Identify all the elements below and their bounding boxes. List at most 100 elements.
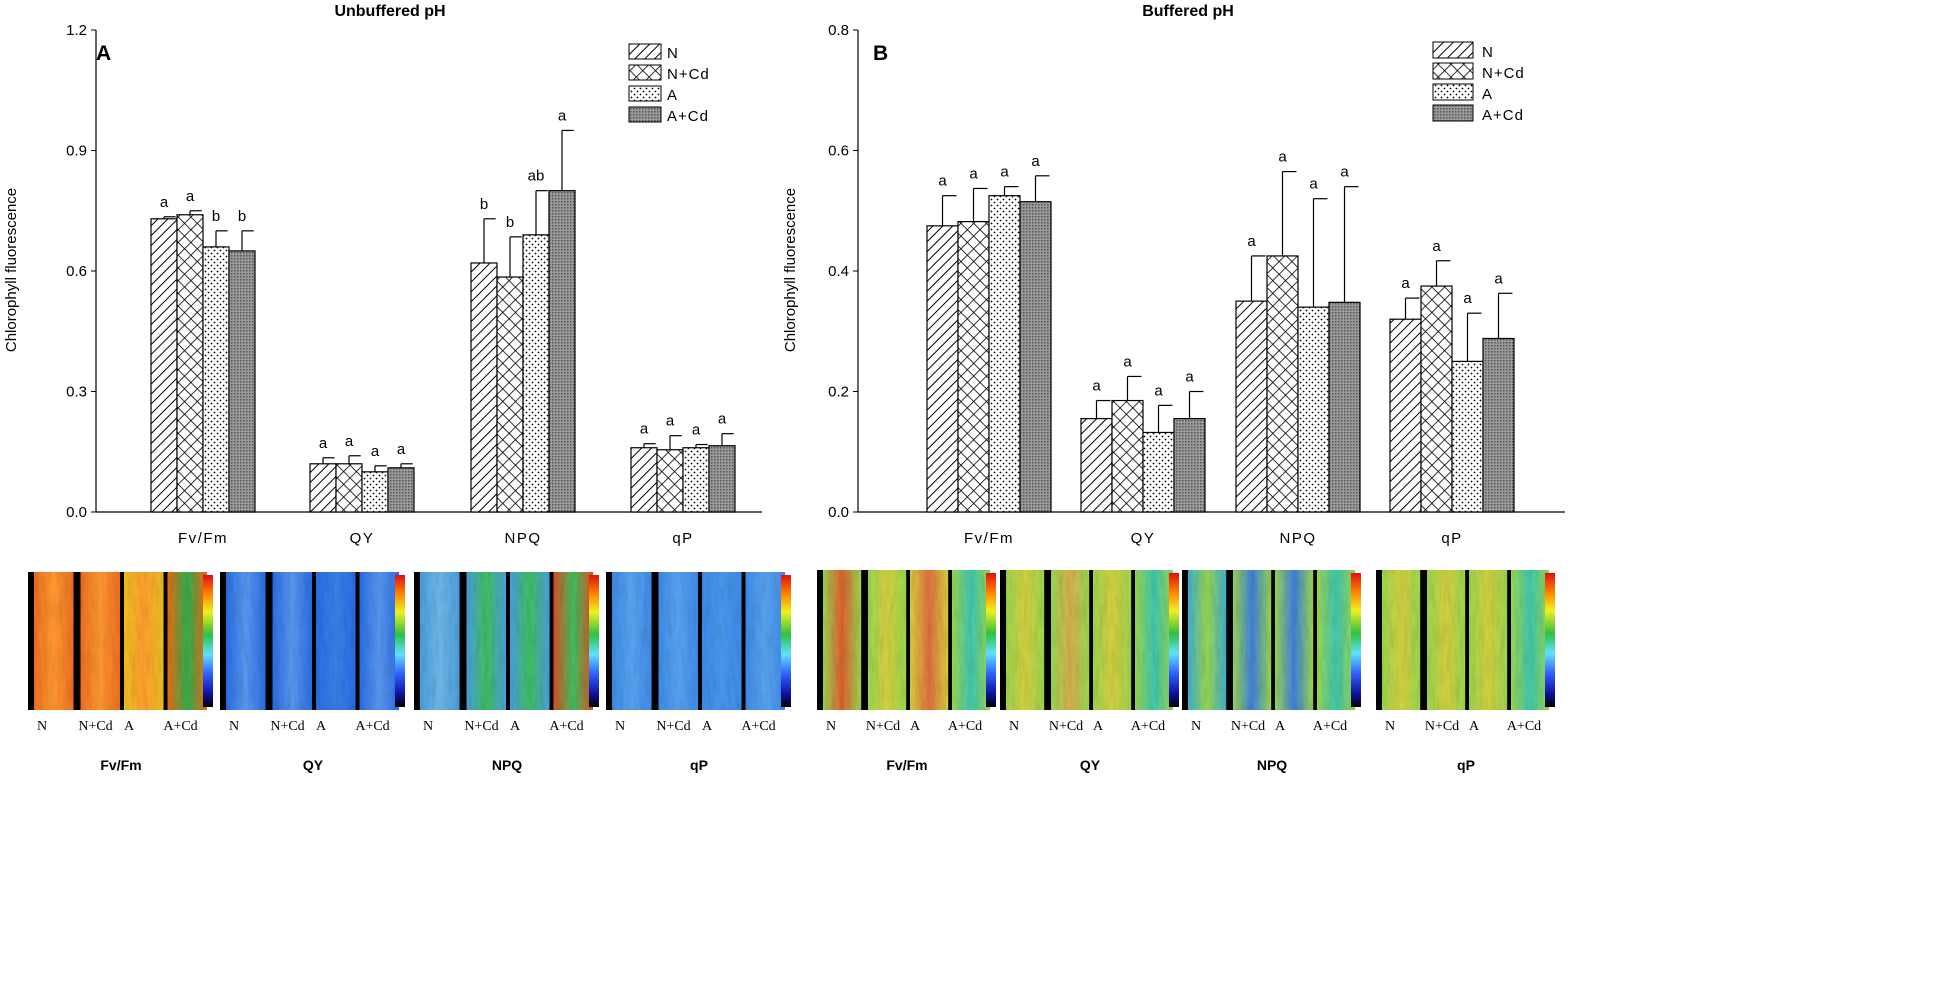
color-scale-bar [203,575,213,707]
significance-letter: b [212,208,220,225]
significance-letter: a [1000,164,1009,181]
image-column-label: A+Cd [355,719,389,734]
significance-letter: a [1092,378,1101,395]
leaf-strip [124,572,164,710]
y-tick-label: 0.9 [66,143,87,160]
bar [1482,337,1515,513]
image-column-label: N [229,719,239,734]
significance-letter: ab [528,168,545,185]
significance-letter: a [319,435,328,452]
significance-letter: a [558,107,567,124]
leaf-strip [952,570,991,710]
fluorescence-image-A-0: N N+Cd A A+Cd Fv/Fm [28,572,213,773]
significance-letter: b [238,208,246,225]
y-tick-label: 0.6 [66,263,87,280]
bar [1142,431,1175,513]
image-column-label: A+Cd [1507,719,1541,734]
leaf-strip [510,572,550,710]
legend-swatch [628,85,662,102]
bar [496,276,524,513]
image-column-label: A+Cd [163,719,197,734]
significance-letter: b [506,214,514,231]
image-column-label: A [510,719,521,734]
leaf-strip [823,570,862,710]
chart-panel-A: Unbuffered pH A Chlorophyll fluorescence 0.… [3,3,762,547]
x-tick-label: qP [672,530,693,547]
legend-swatch [1432,104,1474,122]
significance-letter: a [666,413,675,430]
image-column-label: A [702,719,713,734]
chart-title: Unbuffered pH [334,3,445,20]
image-column-label: N [826,719,836,734]
bar [1389,318,1422,513]
y-tick-label: 0.2 [828,384,849,401]
leaf-strip [1427,570,1466,710]
bar [1235,300,1268,513]
significance-letter: a [1031,153,1040,170]
significance-letter: a [371,443,380,460]
leaf-strip [1188,570,1227,710]
image-column-label: A [1469,719,1480,734]
bar [1173,418,1206,513]
y-tick-label: 0.0 [66,504,87,521]
image-column-label: N+Cd [78,719,112,734]
leaf-strip [466,572,507,710]
significance-letter: a [1185,369,1194,386]
legend-label: A+Cd [1482,107,1524,124]
image-column-label: A [124,719,135,734]
image-caption: NPQ [492,757,522,773]
legend-swatch [1432,41,1474,59]
y-axis-label: Chlorophyll fluorescence [3,188,20,352]
image-column-label: N [1385,719,1395,734]
color-scale-bar [781,575,791,707]
significance-letter: a [1278,149,1287,166]
image-column-label: A [910,719,921,734]
leaf-strip [226,572,266,710]
color-scale-bar [1545,573,1555,707]
image-column-label: N [1191,719,1201,734]
bar [1420,285,1453,513]
image-column-label: A [1093,719,1104,734]
bar [548,190,576,513]
legend-label: A+Cd [667,108,709,125]
image-column-label: A+Cd [741,719,775,734]
leaf-strip [80,572,121,710]
bar [202,246,230,513]
color-scale-bar [395,575,405,707]
image-caption: QY [303,757,324,773]
leaf-strip [34,572,74,710]
significance-letter: a [397,441,406,458]
legend-label: N [667,45,679,62]
bar [361,471,389,513]
significance-letter: a [1401,275,1410,292]
bar [1328,301,1361,513]
leaf-strip [1317,570,1356,710]
x-tick-label: Fv/Fm [964,530,1014,547]
bar [522,234,550,513]
image-column-label: N+Cd [270,719,304,734]
leaf-strip [1233,570,1272,710]
bar [682,447,710,513]
image-column-label: N [423,719,433,734]
bar [1451,360,1484,513]
legend-swatch [628,43,662,60]
bar [630,447,658,513]
bar [150,218,178,513]
image-caption: NPQ [1257,757,1287,773]
leaf-strip [745,572,786,710]
color-scale-bar [1169,573,1179,707]
bar [309,463,337,513]
image-column-label: A+Cd [1313,719,1347,734]
legend-swatch [1432,62,1474,80]
bar [708,445,736,513]
significance-letter: a [1123,353,1132,370]
leaf-strip [1469,570,1508,710]
x-tick-label: NPQ [1279,530,1316,547]
bar [1266,255,1299,513]
legend-label: A [1482,86,1493,103]
fluorescence-image-A-3: N N+Cd A A+Cd qP [606,572,791,773]
leaf-strip [910,570,949,710]
significance-letter: a [1432,238,1441,255]
leaf-strip [868,570,907,710]
